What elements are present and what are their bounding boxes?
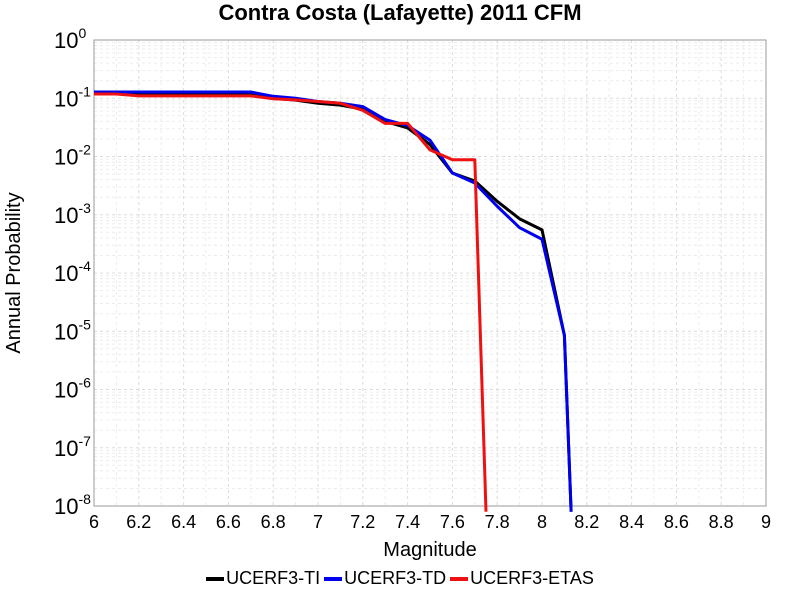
y-tick-label: 10-8 — [54, 491, 91, 519]
x-tick-labels: 6 6.2 6.4 6.6 6.8 7 7.2 7.4 7.6 7.8 8 8.2 8.4 8.6 8.8 9 — [89, 512, 771, 532]
series-line-ucerf3-etas — [94, 92, 488, 512]
x-axis-label: Magnitude — [383, 539, 476, 561]
x-tick-label: 7.8 — [485, 512, 510, 532]
x-tick-label: 6.8 — [261, 512, 286, 532]
y-tick-label: 10-2 — [54, 142, 91, 170]
x-tick-label: 6.6 — [216, 512, 241, 532]
x-tick-label: 6.4 — [171, 512, 196, 532]
x-tick-label: 7 — [313, 512, 323, 532]
y-tick-label: 10-6 — [54, 375, 91, 403]
legend-swatch-td — [324, 576, 343, 581]
x-tick-label: 7.6 — [440, 512, 465, 532]
y-tick-label: 10-5 — [54, 316, 91, 344]
y-tick-label: 100 — [54, 25, 86, 53]
legend-swatch-etas — [450, 576, 469, 581]
legend-label-etas: UCERF3-ETAS — [470, 568, 594, 588]
y-tick-label: 10-3 — [54, 200, 91, 228]
x-tick-label: 9 — [761, 512, 771, 532]
chart-title: Contra Costa (Lafayette) 2011 CFM — [218, 0, 582, 25]
y-tick-labels: 100 10-1 10-2 10-3 10-4 10-5 10-6 10-7 10-8 — [54, 25, 91, 519]
x-tick-label: 7.4 — [395, 512, 420, 532]
x-tick-label: 8 — [537, 512, 547, 532]
y-tick-label: 10-4 — [54, 258, 91, 286]
grid-layer — [93, 40, 767, 507]
series-layer — [94, 90, 573, 512]
y-tick-label: 10-7 — [54, 433, 91, 461]
x-tick-label: 6 — [89, 512, 99, 532]
x-tick-label: 8.8 — [709, 512, 734, 532]
legend-label-ti: UCERF3-TI — [226, 568, 321, 588]
series-line-ucerf3-ti — [94, 92, 573, 512]
x-tick-label: 8.4 — [619, 512, 644, 532]
x-tick-label: 6.2 — [126, 512, 151, 532]
legend-item-ti: UCERF3-TI — [206, 568, 320, 589]
series-line-ucerf3-td — [94, 90, 573, 512]
legend-swatch-ti — [206, 576, 225, 581]
legend-item-etas: UCERF3-ETAS — [450, 568, 594, 589]
y-tick-label: 10-1 — [54, 83, 91, 111]
x-tick-label: 8.2 — [574, 512, 599, 532]
plot-frame — [93, 39, 767, 507]
legend-label-td: UCERF3-TD — [344, 568, 447, 588]
x-tick-label: 7.2 — [350, 512, 375, 532]
legend: UCERF3-TI UCERF3-TD UCERF3-ETAS — [0, 568, 800, 589]
y-axis-label: Annual Probability — [3, 192, 25, 353]
x-tick-label: 8.6 — [664, 512, 689, 532]
legend-item-td: UCERF3-TD — [324, 568, 446, 589]
